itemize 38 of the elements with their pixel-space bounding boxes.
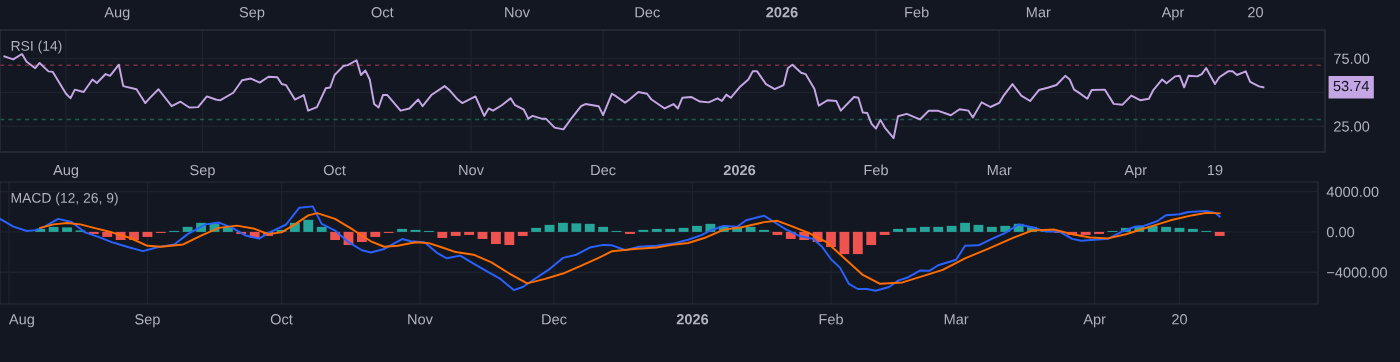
text: RSI (14) xyxy=(11,40,62,54)
x2-tick-label: 2026 xyxy=(766,7,798,18)
x-tick-label: Mar xyxy=(987,165,1012,176)
x-tick-label: Apr xyxy=(1083,314,1106,328)
x2-tick-label: Oct xyxy=(371,7,394,18)
x2-tick-label: Dec xyxy=(635,7,660,18)
x-tick-label: 2026 xyxy=(676,314,709,325)
x-tick-label: 20 xyxy=(1172,314,1188,325)
y-tick-label: 75.00 xyxy=(1334,53,1370,64)
x2-tick-label: 20 xyxy=(1248,7,1264,18)
text: MACD (12, 26, 9) xyxy=(11,192,118,206)
x-tick-label: Apr xyxy=(1124,165,1147,179)
x2-tick-label: Apr xyxy=(1161,7,1185,21)
x-tick-label: Feb xyxy=(819,313,843,325)
x2-tick-label: Sep xyxy=(239,7,265,21)
x-tick-label: Feb xyxy=(864,164,888,176)
x-tick-label: Aug xyxy=(8,314,34,328)
x-tick-label: 2026 xyxy=(723,164,756,176)
x-tick-label: Nov xyxy=(459,165,484,176)
x-tick-label: Nov xyxy=(408,314,433,325)
x2-tick-label: Feb xyxy=(905,6,929,18)
x-tick-label: Dec xyxy=(591,165,616,176)
x2-tick-label: Mar xyxy=(1026,7,1051,18)
x-tick-label: Mar xyxy=(944,314,969,325)
y-tick-label: 0.00 xyxy=(1326,227,1355,238)
x-tick-label: Aug xyxy=(53,165,79,179)
x-tick-label: 19 xyxy=(1207,164,1223,176)
x-tick-label: Dec xyxy=(542,314,567,325)
x-tick-label: Oct xyxy=(323,164,346,176)
text: 53.74 xyxy=(1333,80,1370,92)
x-tick-label: Oct xyxy=(270,314,293,325)
y-tick-label: 25.00 xyxy=(1334,121,1370,132)
x-tick-label: Sep xyxy=(190,164,215,179)
x-tick-label: Sep xyxy=(135,314,160,328)
y-tick-label: 4000.00 xyxy=(1326,186,1379,198)
x2-tick-label: Aug xyxy=(104,7,130,21)
y-tick-label: −4000.00 xyxy=(1327,267,1387,278)
x2-tick-label: Nov xyxy=(505,7,530,18)
